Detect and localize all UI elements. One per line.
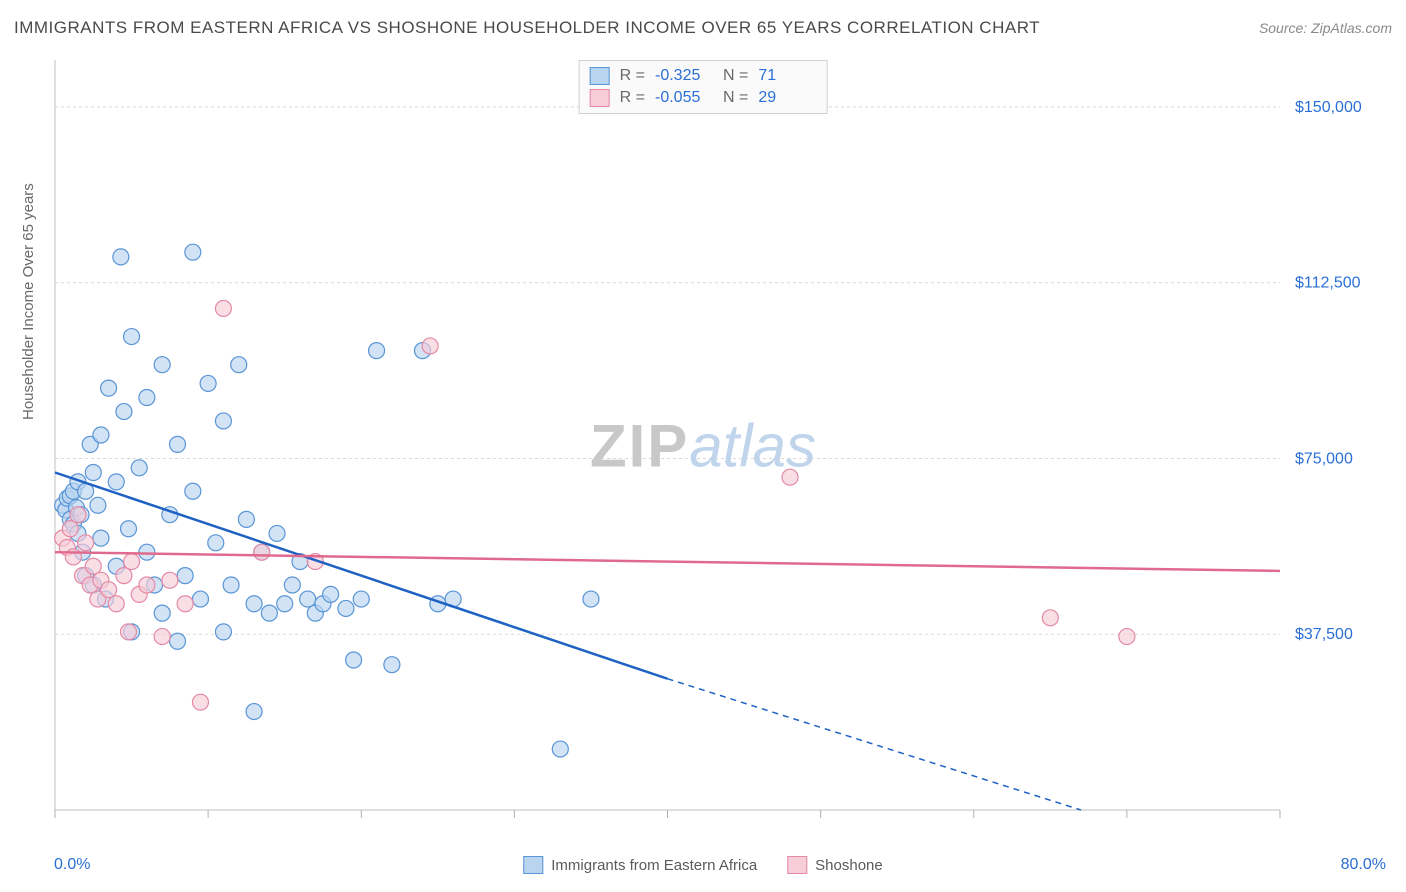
data-point <box>269 525 285 541</box>
stats-row-series-a: R = -0.325 N = 71 <box>590 65 817 87</box>
data-point <box>162 572 178 588</box>
r-value-b: -0.055 <box>655 89 713 107</box>
data-point <box>93 427 109 443</box>
data-point <box>101 380 117 396</box>
trendline <box>55 473 668 679</box>
data-point <box>246 704 262 720</box>
data-point <box>116 404 132 420</box>
data-point <box>231 357 247 373</box>
data-point <box>154 605 170 621</box>
data-point <box>139 544 155 560</box>
data-point <box>300 591 316 607</box>
data-point <box>284 577 300 593</box>
data-point <box>353 591 369 607</box>
legend-swatch-b <box>787 856 807 874</box>
data-point <box>154 629 170 645</box>
trendline <box>55 552 1280 571</box>
data-point <box>323 586 339 602</box>
stats-legend: R = -0.325 N = 71 R = -0.055 N = 29 <box>579 60 828 114</box>
y-axis-label: Householder Income Over 65 years <box>20 183 37 420</box>
x-axis-min: 0.0% <box>54 856 90 874</box>
data-point <box>131 460 147 476</box>
data-point <box>124 329 140 345</box>
data-point <box>139 577 155 593</box>
chart-header: IMMIGRANTS FROM EASTERN AFRICA VS SHOSHO… <box>14 18 1392 38</box>
data-point <box>215 413 231 429</box>
data-point <box>90 497 106 513</box>
legend-label-a: Immigrants from Eastern Africa <box>551 857 757 874</box>
data-point <box>192 694 208 710</box>
data-point <box>139 390 155 406</box>
data-point <box>223 577 239 593</box>
data-point <box>85 558 101 574</box>
data-point <box>208 535 224 551</box>
n-value-b: 29 <box>758 89 816 107</box>
legend-item-a: Immigrants from Eastern Africa <box>523 856 757 874</box>
data-point <box>1119 629 1135 645</box>
data-point <box>177 596 193 612</box>
data-point <box>124 554 140 570</box>
data-point <box>346 652 362 668</box>
data-point <box>185 483 201 499</box>
y-tick-label: $112,500 <box>1295 275 1361 292</box>
y-tick-label: $150,000 <box>1295 99 1362 116</box>
y-tick-label: $37,500 <box>1295 626 1353 643</box>
r-value-a: -0.325 <box>655 67 713 85</box>
data-point <box>422 338 438 354</box>
data-point <box>170 633 186 649</box>
data-point <box>116 568 132 584</box>
data-point <box>70 507 86 523</box>
data-point <box>108 474 124 490</box>
data-point <box>101 582 117 598</box>
n-value-a: 71 <box>758 67 816 85</box>
data-point <box>782 469 798 485</box>
data-point <box>170 436 186 452</box>
data-point <box>338 600 354 616</box>
data-point <box>246 596 262 612</box>
data-point <box>93 530 109 546</box>
data-point <box>78 535 94 551</box>
data-point <box>215 624 231 640</box>
data-point <box>238 511 254 527</box>
data-point <box>185 244 201 260</box>
data-point <box>192 591 208 607</box>
trendline-extrapolation <box>668 679 1081 810</box>
data-point <box>552 741 568 757</box>
data-point <box>154 357 170 373</box>
data-point <box>254 544 270 560</box>
data-point <box>1042 610 1058 626</box>
data-point <box>215 300 231 316</box>
data-point <box>113 249 129 265</box>
source-label: Source: ZipAtlas.com <box>1259 20 1392 36</box>
data-point <box>177 568 193 584</box>
data-point <box>583 591 599 607</box>
swatch-series-a <box>590 67 610 85</box>
data-point <box>85 465 101 481</box>
data-point <box>369 343 385 359</box>
series-legend: Immigrants from Eastern Africa Shoshone <box>523 856 882 874</box>
data-point <box>277 596 293 612</box>
stats-row-series-b: R = -0.055 N = 29 <box>590 87 817 109</box>
data-point <box>261 605 277 621</box>
legend-label-b: Shoshone <box>815 857 883 874</box>
swatch-series-b <box>590 89 610 107</box>
y-tick-label: $75,000 <box>1295 450 1353 467</box>
data-point <box>200 375 216 391</box>
correlation-scatter-chart: $37,500 $75,000 $112,500 $150,000 <box>50 60 1390 850</box>
data-point <box>62 521 78 537</box>
data-point <box>121 624 137 640</box>
page-title: IMMIGRANTS FROM EASTERN AFRICA VS SHOSHO… <box>14 18 1040 38</box>
data-point <box>108 596 124 612</box>
legend-swatch-a <box>523 856 543 874</box>
legend-item-b: Shoshone <box>787 856 883 874</box>
data-point <box>121 521 137 537</box>
data-point <box>384 657 400 673</box>
x-axis-max: 80.0% <box>1341 856 1386 874</box>
